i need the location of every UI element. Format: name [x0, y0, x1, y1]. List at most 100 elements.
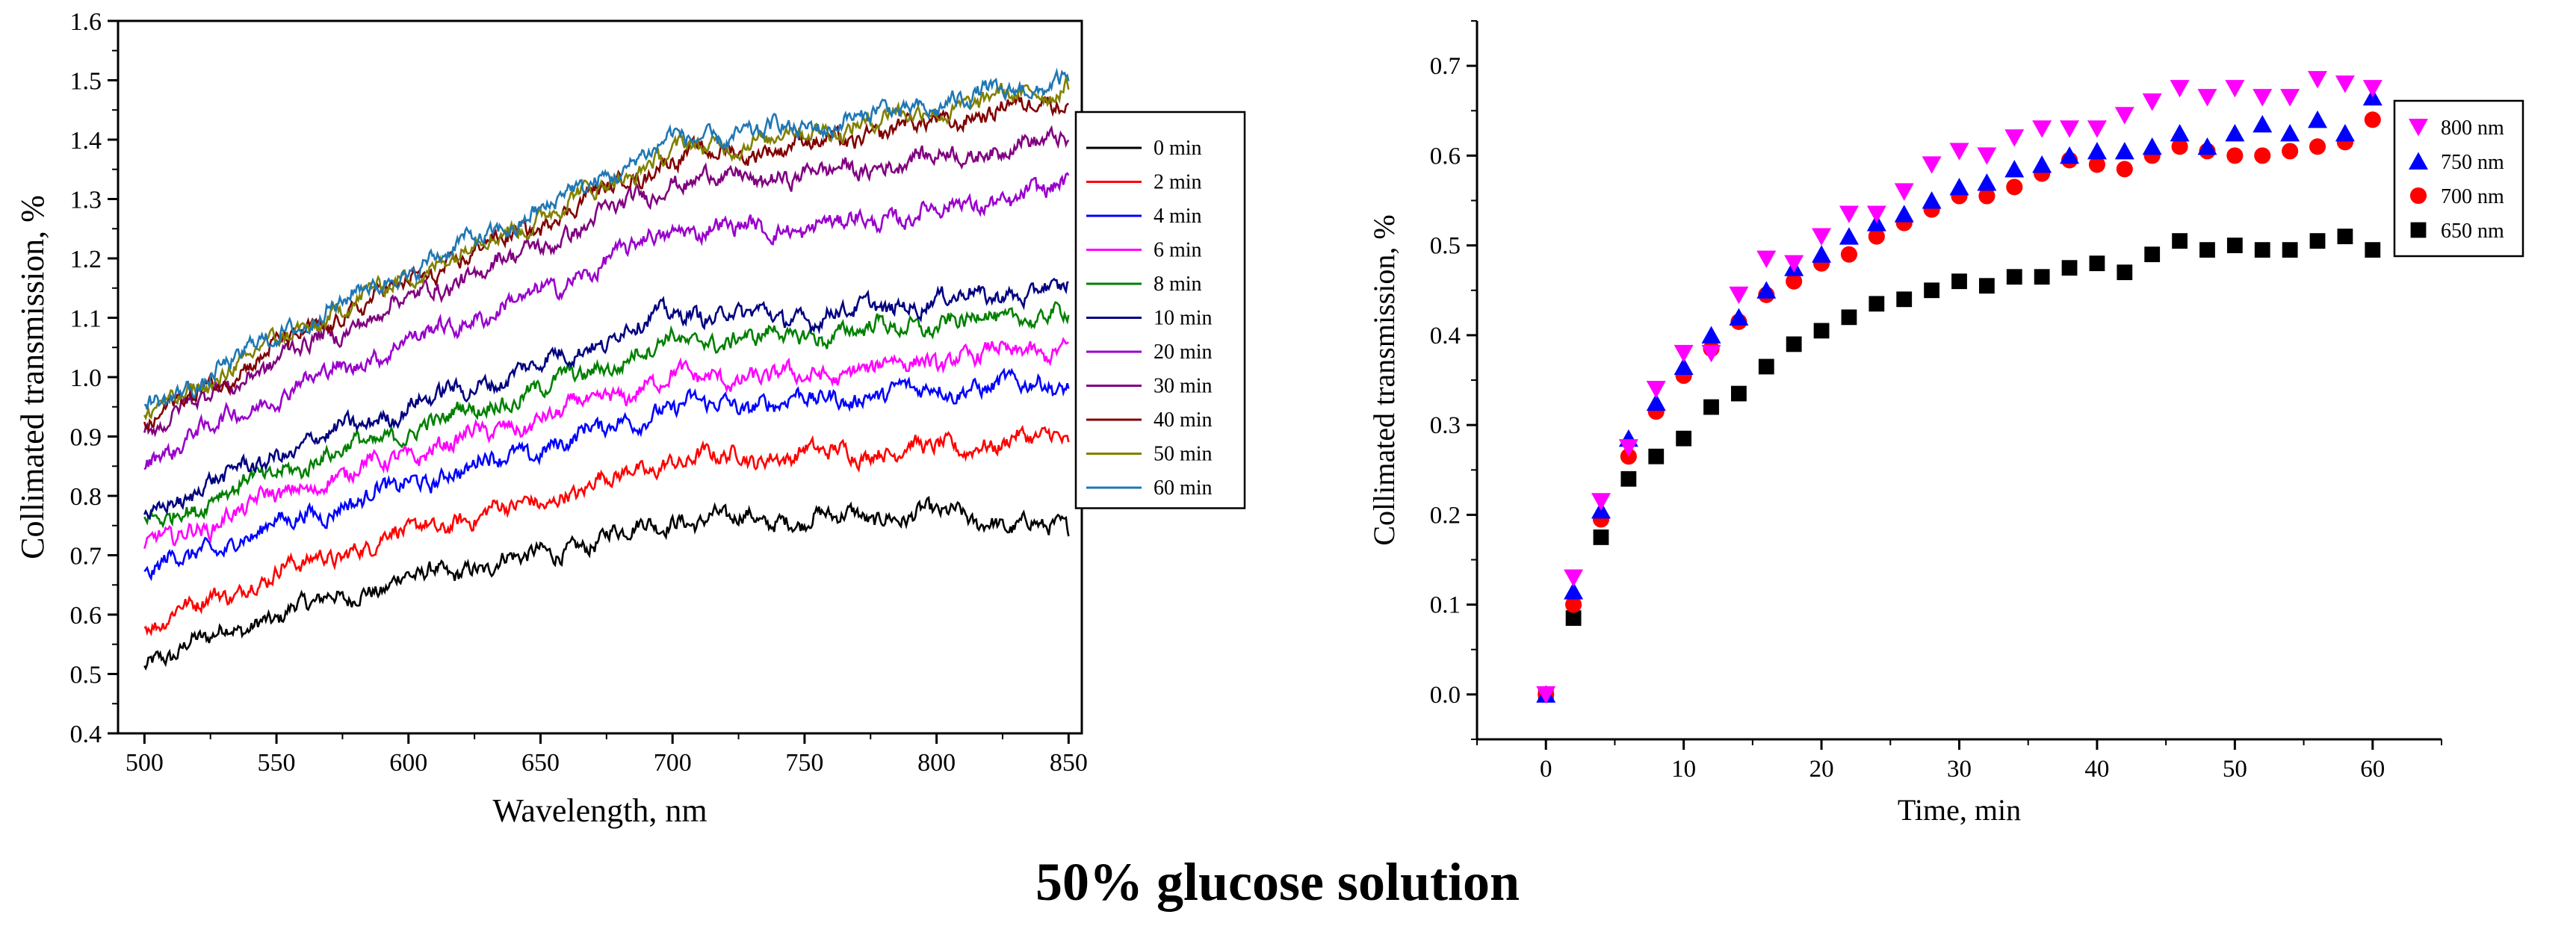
left-y-tick-label: 1.0 [70, 364, 102, 392]
right-x-axis-title: Time, min [1898, 793, 2021, 827]
right-point-750-nm [1756, 281, 1777, 299]
right-point-800-nm [2087, 120, 2107, 138]
right-point-650-nm [2117, 264, 2133, 281]
left-series-line-40-min [143, 94, 1069, 431]
left-series-line-6-min [143, 337, 1069, 549]
right-point-750-nm [2197, 137, 2217, 155]
right-point-700-nm [1840, 246, 1858, 263]
right-point-650-nm [1648, 448, 1665, 465]
right-point-650-nm [2199, 242, 2215, 258]
right-x-tick-label: 0 [1540, 756, 1552, 783]
right-y-axis-title: Collimated transmission, % [1367, 214, 1401, 545]
left-legend-label: 6 min [1154, 239, 1202, 262]
right-legend-label: 700 nm [2441, 185, 2504, 208]
right-point-700-nm [1565, 596, 1582, 613]
left-plot-frame [117, 19, 1083, 735]
right-point-800-nm [1812, 228, 1832, 246]
right-point-800-nm [1701, 344, 1721, 363]
right-point-750-nm [2225, 123, 2245, 142]
right-point-650-nm [2282, 242, 2298, 258]
right-point-650-nm [2365, 242, 2381, 258]
right-point-750-nm [1674, 357, 1694, 376]
right-point-800-nm [1839, 205, 1859, 223]
right-point-650-nm [2089, 255, 2105, 272]
left-x-tick-label: 850 [1050, 749, 1088, 777]
right-point-650-nm [1978, 278, 1995, 294]
right-point-650-nm [2172, 233, 2188, 249]
right-legend-marker [2410, 222, 2427, 238]
left-legend-label: 50 min [1154, 443, 1213, 466]
right-point-650-nm [2226, 237, 2243, 254]
right-point-800-nm [1729, 286, 1749, 305]
right-point-800-nm [2060, 120, 2080, 138]
right-point-800-nm [2032, 120, 2052, 138]
right-point-800-nm [1756, 250, 1777, 269]
right-point-700-nm [2171, 138, 2188, 155]
right-point-700-nm [1868, 228, 1885, 245]
right-point-800-nm [1866, 205, 1886, 223]
right-point-700-nm [2006, 178, 2023, 196]
right-point-800-nm [1949, 143, 1969, 161]
right-point-800-nm [2362, 80, 2383, 98]
right-y-tick-label: 0.0 [1430, 682, 1461, 709]
right-x-tick-label: 60 [2360, 756, 2385, 783]
right-point-800-nm [1591, 493, 1611, 511]
left-legend [1074, 111, 1246, 509]
right-point-650-nm [2006, 269, 2022, 285]
left-series-line-60-min [144, 67, 1070, 410]
right-point-650-nm [2309, 233, 2326, 249]
right-point-750-nm [2004, 160, 2025, 178]
right-point-650-nm [2337, 229, 2353, 244]
right-point-650-nm [1703, 399, 1719, 415]
left-y-tick-label: 1.3 [70, 187, 102, 214]
right-point-800-nm [1977, 147, 1997, 165]
right-x-tick-label: 30 [1947, 756, 1972, 783]
right-x-tick-label: 40 [2084, 756, 2109, 783]
right-point-650-nm [1758, 358, 1774, 375]
right-point-750-nm [2060, 146, 2080, 164]
right-legend-marker [2409, 187, 2427, 205]
right-point-650-nm [1565, 610, 1582, 627]
right-point-800-nm [1922, 156, 1942, 174]
left-y-tick-label: 0.4 [70, 721, 102, 748]
right-point-750-nm [2087, 142, 2107, 160]
right-point-800-nm [1674, 344, 1694, 363]
right-point-750-nm [2114, 142, 2134, 160]
right-point-800-nm [1894, 183, 1914, 201]
right-point-750-nm [2170, 123, 2190, 142]
left-y-tick-label: 1.2 [70, 246, 102, 273]
left-series-line-50-min [143, 74, 1070, 421]
right-point-650-nm [1896, 291, 1913, 308]
right-point-700-nm [2364, 111, 2381, 128]
right-point-800-nm [2253, 89, 2273, 107]
right-y-tick-label: 0.7 [1430, 53, 1461, 80]
right-legend-label: 800 nm [2441, 116, 2504, 140]
right-point-700-nm [2282, 143, 2299, 160]
left-y-tick-label: 1.1 [70, 305, 102, 333]
right-legend-label: 650 nm [2441, 220, 2504, 243]
left-x-tick-label: 650 [521, 749, 560, 777]
right-point-650-nm [1951, 273, 1967, 290]
right-point-750-nm [2280, 123, 2300, 142]
right-point-650-nm [1620, 470, 1637, 487]
left-y-tick-label: 0.5 [70, 662, 102, 689]
right-point-750-nm [1894, 205, 1914, 223]
right-point-700-nm [2226, 147, 2244, 164]
right-y-tick-label: 0.3 [1430, 412, 1461, 439]
right-y-tick-label: 0.6 [1430, 143, 1461, 170]
right-y-tick-label: 0.5 [1430, 233, 1461, 260]
right-point-750-nm [1977, 173, 1997, 191]
left-legend-label: 60 min [1154, 476, 1213, 500]
left-legend-label: 10 min [1154, 307, 1213, 330]
right-point-800-nm [1784, 255, 1804, 273]
right-point-800-nm [2225, 80, 2245, 98]
right-point-700-nm [1978, 187, 1996, 205]
right-point-650-nm [1731, 385, 1747, 402]
right-point-800-nm [1536, 686, 1556, 704]
left-y-tick-label: 1.6 [70, 8, 102, 36]
left-series-line-20-min [143, 172, 1070, 470]
left-y-tick-label: 0.6 [70, 602, 102, 630]
right-y-tick-label: 0.1 [1430, 592, 1461, 619]
left-y-tick-label: 1.5 [70, 68, 102, 96]
right-point-750-nm [1839, 227, 1859, 245]
